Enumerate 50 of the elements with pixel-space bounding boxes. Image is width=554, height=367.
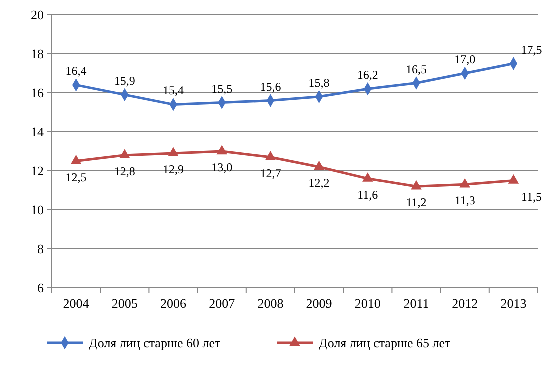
y-tick-label: 18 bbox=[31, 46, 44, 62]
data-label: 11,5 bbox=[521, 190, 542, 204]
x-tick-label: 2011 bbox=[404, 296, 430, 311]
point bbox=[314, 160, 325, 170]
data-label: 17,0 bbox=[454, 52, 476, 66]
y-tick-label: 12 bbox=[31, 164, 44, 179]
data-label: 16,2 bbox=[357, 68, 378, 82]
data-label: 16,4 bbox=[66, 64, 87, 78]
x-tick-label: 2007 bbox=[209, 296, 236, 311]
legend-label: Доля лиц старше 65 лет bbox=[319, 336, 451, 351]
x-tick-label: 2012 bbox=[452, 296, 478, 311]
x-tick-label: 2006 bbox=[160, 296, 187, 311]
data-label: 11,6 bbox=[358, 188, 378, 202]
data-label: 12,9 bbox=[163, 162, 184, 176]
data-label: 15,8 bbox=[308, 76, 330, 90]
data-label: 15,5 bbox=[212, 82, 233, 96]
data-label: 12,2 bbox=[308, 176, 330, 190]
data-label: 11,2 bbox=[406, 196, 427, 210]
y-tick-label: 10 bbox=[31, 202, 44, 218]
data-label: 12,5 bbox=[66, 170, 87, 184]
legend-label: Доля лиц старше 60 лет bbox=[89, 336, 221, 351]
data-label: 13,0 bbox=[212, 160, 233, 174]
point bbox=[265, 151, 276, 160]
data-label: 15,4 bbox=[163, 84, 184, 98]
data-label: 15,6 bbox=[260, 80, 282, 94]
y-tick-label: 8 bbox=[38, 242, 44, 257]
point bbox=[70, 155, 82, 164]
point bbox=[168, 147, 179, 157]
point bbox=[362, 172, 374, 182]
data-label: 12,7 bbox=[260, 166, 282, 180]
x-tick-label: 2013 bbox=[500, 296, 527, 311]
data-label: 15,9 bbox=[114, 74, 136, 88]
point bbox=[216, 145, 228, 155]
point bbox=[120, 149, 130, 158]
x-tick-label: 2010 bbox=[354, 296, 381, 311]
x-tick-label: 2009 bbox=[306, 296, 332, 311]
x-tick-label: 2004 bbox=[63, 296, 90, 311]
y-tick-label: 6 bbox=[38, 280, 44, 296]
point bbox=[411, 180, 422, 190]
y-tick-label: 16 bbox=[31, 86, 44, 101]
data-label: 12,8 bbox=[114, 164, 136, 178]
point bbox=[460, 178, 470, 188]
y-tick-label: 20 bbox=[31, 8, 44, 23]
data-label: 16,5 bbox=[406, 62, 427, 76]
data-label: 11,3 bbox=[454, 194, 476, 208]
point bbox=[508, 174, 520, 184]
data-label: 17,5 bbox=[521, 42, 542, 57]
y-tick-label: 14 bbox=[31, 124, 44, 140]
x-tick-label: 2008 bbox=[258, 296, 284, 311]
x-tick-label: 2005 bbox=[112, 296, 138, 311]
